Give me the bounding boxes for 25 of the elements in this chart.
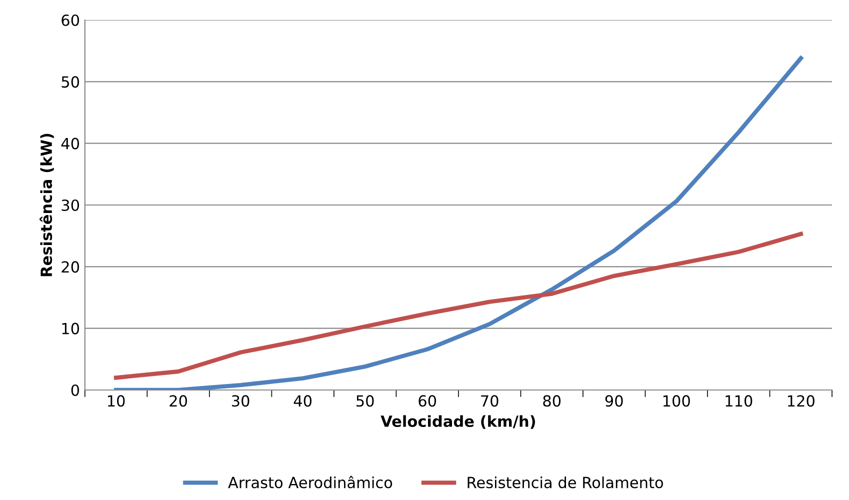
x-tick-label: 50 [356,395,374,407]
x-axis-title: Velocidade (km/h) [380,415,536,429]
y-tick-label: 40 [61,138,80,150]
y-axis-title: Resistência (kW) [40,134,54,276]
x-tick-label: 80 [543,395,561,407]
x-tick-label: 20 [170,395,187,407]
x-tick-label: 60 [418,395,436,407]
legend-label: Resistencia de Rolamento [468,476,663,488]
x-tick-label: 110 [726,395,752,407]
legend-label: Arrasto Aerodinâmico [228,476,392,488]
y-tick-label: 50 [62,76,80,88]
x-tick-label: 120 [788,395,814,407]
x-tick-label: 40 [294,395,312,407]
y-tick-label: 20 [62,261,80,273]
x-tick-label: 100 [663,395,690,407]
line-series [114,232,803,380]
x-tick-label: 10 [108,395,125,407]
y-tick-label: 0 [71,384,80,396]
x-tick-label: 70 [481,395,498,407]
y-tick-label: 10 [62,322,80,334]
y-tick-label: 60 [62,14,80,26]
x-tick-label: 90 [605,395,623,407]
y-tick-label: 30 [62,199,80,212]
line-series [114,56,803,390]
x-tick-label: 30 [232,395,250,407]
